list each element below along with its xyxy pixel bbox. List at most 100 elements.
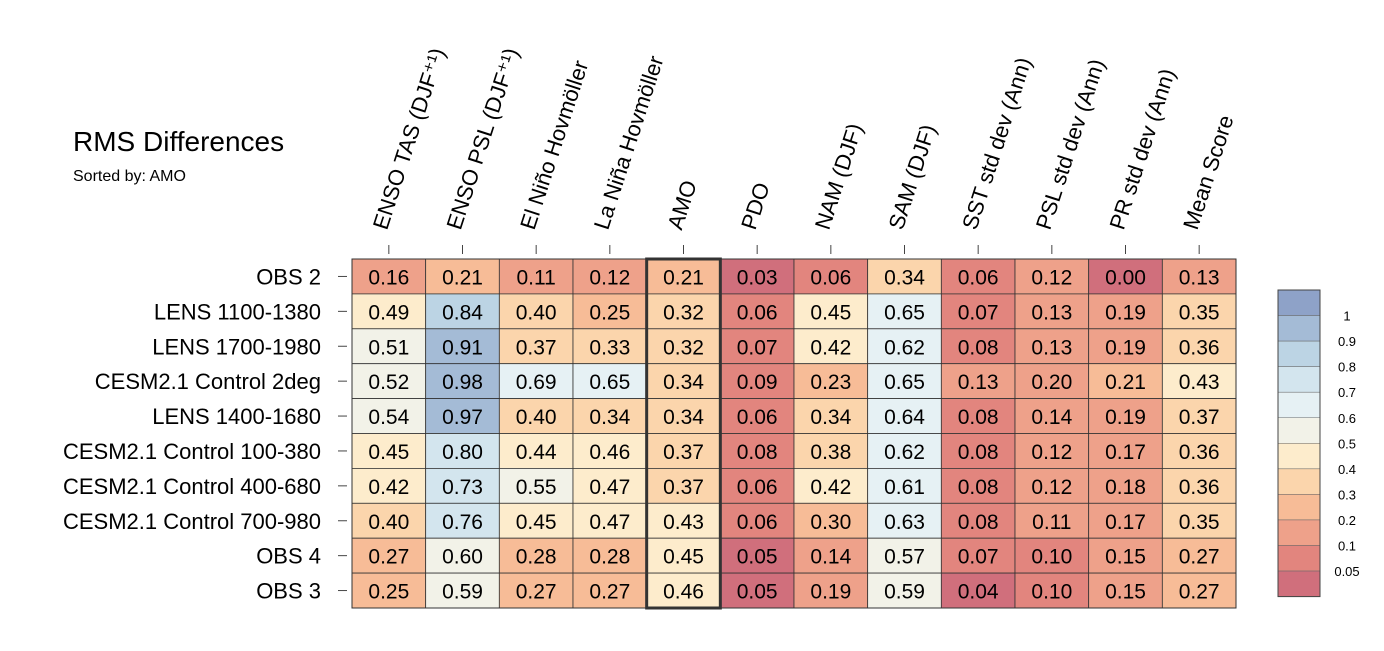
heatmap-cell: [719, 537, 795, 574]
heatmap-cell: [867, 328, 942, 365]
heatmap-cell: [572, 537, 648, 574]
colorbar-tick-label: 1: [1343, 309, 1350, 324]
cell-value-label: 0.25: [368, 581, 409, 604]
colorbar-tick-label: 0.1: [1338, 539, 1356, 554]
heatmap-cell: [1014, 363, 1090, 400]
heatmap-cell: [646, 293, 721, 330]
heatmap-cell: [425, 537, 500, 574]
heatmap-cell: [1014, 572, 1090, 609]
colorbar-segment: [1277, 391, 1321, 419]
cell-value-label: 0.91: [442, 336, 483, 359]
cell-value-label: 0.30: [810, 511, 851, 534]
heatmap-cell: [793, 293, 869, 330]
cell-value-label: 0.45: [368, 441, 409, 464]
heatmap-cell: [425, 328, 500, 365]
heatmap-cell: [940, 572, 1016, 609]
heatmap-cell: [351, 537, 427, 574]
cell-value-label: 0.34: [884, 266, 925, 289]
cell-value-label: 0.51: [368, 336, 409, 359]
column-label: ENSO TAS (DJF⁺¹): [368, 45, 450, 233]
cell-value-label: 0.34: [589, 406, 630, 429]
heatmap-cell: [498, 328, 574, 365]
column-label: PSL std dev (Ann): [1031, 56, 1110, 233]
cell-value-label: 0.45: [516, 511, 557, 534]
heatmap-cell: [1014, 502, 1090, 539]
heatmap-cell: [940, 433, 1016, 469]
heatmap-cell: [793, 433, 869, 469]
cell-value-label: 0.06: [737, 301, 778, 324]
row-label: LENS 1700-1980: [152, 334, 321, 359]
cell-value-label: 0.19: [1105, 336, 1146, 359]
cell-value-label: 0.35: [1179, 511, 1220, 534]
cell-value-label: 0.08: [958, 441, 999, 464]
cell-value-label: 0.13: [958, 371, 999, 394]
cell-value-label: 0.27: [1179, 546, 1220, 569]
cell-value-label: 0.80: [442, 441, 483, 464]
cell-value-label: 0.23: [810, 371, 851, 394]
colorbar-tick-label: 0.6: [1338, 411, 1356, 426]
heatmap-cell: [425, 502, 500, 539]
cell-value-label: 0.21: [663, 266, 704, 289]
cell-value-label: 0.14: [810, 546, 851, 569]
cell-value-label: 0.84: [442, 301, 483, 324]
colorbar-segment: [1277, 545, 1321, 572]
cell-value-label: 0.36: [1179, 476, 1220, 499]
cell-value-label: 0.21: [442, 266, 483, 289]
cell-value-label: 0.40: [368, 511, 409, 534]
cell-value-label: 0.06: [737, 406, 778, 429]
colorbar-segment: [1277, 570, 1321, 597]
row-label: OBS 3: [256, 579, 321, 604]
heatmap-cell: [498, 363, 574, 400]
chart-subtitle: Sorted by: AMO: [73, 168, 186, 185]
cell-value-label: 0.05: [737, 546, 778, 569]
heatmap-cell: [1088, 502, 1163, 539]
cell-value-label: 0.46: [589, 441, 630, 464]
column-label: NAM (DJF): [810, 120, 868, 232]
heatmap-cell: [867, 398, 942, 434]
cell-value-label: 0.98: [442, 371, 483, 394]
heatmap-cell: [572, 433, 648, 469]
heatmap-cell: [867, 537, 942, 574]
cell-value-label: 0.27: [589, 581, 630, 604]
cell-value-label: 0.08: [958, 476, 999, 499]
heatmap-cell: [793, 467, 869, 504]
cell-value-label: 0.12: [1031, 441, 1072, 464]
heatmap-cell: [572, 398, 648, 434]
heatmap-cell: [1014, 467, 1090, 504]
cell-value-label: 0.63: [884, 511, 925, 534]
cell-value-label: 0.37: [663, 476, 704, 499]
heatmap-cell: [1161, 293, 1237, 330]
colorbar-segment: [1277, 315, 1321, 342]
heatmap-cell: [1161, 433, 1237, 469]
heatmap-cell: [351, 258, 427, 295]
heatmap-cell: [1088, 363, 1163, 400]
heatmap-cell: [1161, 537, 1237, 574]
cell-value-label: 0.97: [442, 406, 483, 429]
cell-value-label: 0.27: [368, 546, 409, 569]
heatmap-cell: [498, 467, 574, 504]
cell-value-label: 0.12: [1031, 476, 1072, 499]
heatmap-cell: [498, 398, 574, 434]
chart-title-block: RMS Differences Sorted by: AMO: [73, 126, 284, 186]
cell-value-label: 0.07: [737, 336, 778, 359]
column-label: Mean Score: [1178, 112, 1238, 233]
cell-value-label: 0.12: [589, 266, 630, 289]
heatmap-cell: [719, 293, 795, 330]
cell-value-label: 0.37: [663, 441, 704, 464]
column-label: SAM (DJF): [883, 121, 940, 232]
heatmap-cell: [1014, 258, 1090, 295]
cell-value-label: 0.12: [1031, 266, 1072, 289]
colorbar-segment: [1277, 494, 1321, 521]
row-label: LENS 1400-1680: [152, 404, 321, 429]
cell-value-label: 0.40: [516, 301, 557, 324]
heatmap-cell: [1161, 502, 1237, 539]
heatmap-cell: [1088, 398, 1163, 434]
cell-value-label: 0.06: [737, 511, 778, 534]
row-label: LENS 1100-1380: [154, 299, 321, 324]
heatmap-cell: [498, 537, 574, 574]
cell-value-label: 0.08: [958, 511, 999, 534]
highlighted-column-box: [645, 257, 722, 610]
cell-value-label: 0.17: [1105, 511, 1146, 534]
cell-value-label: 0.65: [884, 371, 925, 394]
row-label: OBS 2: [256, 264, 321, 289]
